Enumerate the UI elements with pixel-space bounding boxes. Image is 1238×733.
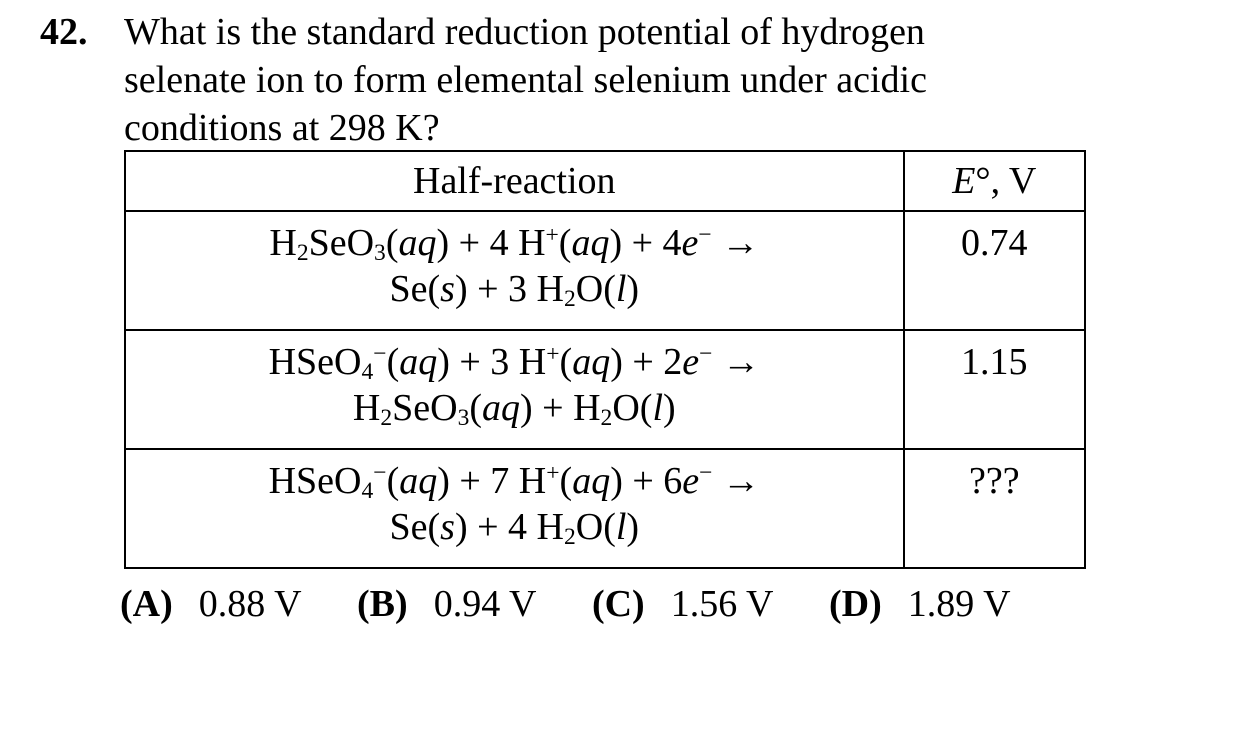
choice-text: 1.89 V xyxy=(907,583,1011,625)
table-row: HSeO4−(aq) + 3 H+(aq) + 2e− → H2SeO3(aq)… xyxy=(124,329,1087,450)
question-stem: What is the standard reduction potential… xyxy=(124,8,1084,152)
choice-b[interactable]: (B) 0.94 V xyxy=(357,580,536,628)
choice-d[interactable]: (D) 1.89 V xyxy=(829,580,1011,628)
choice-letter: (A) xyxy=(120,583,173,625)
products-line: Se(s) + 3 H2O(l) xyxy=(389,268,640,313)
choice-c[interactable]: (C) 1.56 V xyxy=(592,580,774,628)
table-row: H2SeO3(aq) + 4 H+(aq) + 4e− → Se(s) + 3 … xyxy=(124,210,1087,331)
half-reaction-table: Half-reaction E°, V H2SeO3(aq) + 4 H+(aq… xyxy=(124,150,1087,569)
potential-unit: °, V xyxy=(975,160,1037,202)
half-reaction-cell: HSeO4−(aq) + 3 H+(aq) + 2e− → H2SeO3(aq)… xyxy=(124,329,905,450)
question-number: 42. xyxy=(40,11,88,53)
potential-cell: ??? xyxy=(902,448,1087,569)
choice-text: 0.94 V xyxy=(433,583,537,625)
question-line: conditions at 298 K? xyxy=(124,107,440,149)
question-line: selenate ion to form elemental selenium … xyxy=(124,59,927,101)
choice-text: 1.56 V xyxy=(670,583,774,625)
header-potential: E°, V xyxy=(902,150,1087,212)
choice-letter: (B) xyxy=(357,583,408,625)
reactants-line: HSeO4−(aq) + 3 H+(aq) + 2e− → xyxy=(268,341,760,386)
choice-text: 0.88 V xyxy=(198,583,302,625)
answer-choices: (A) 0.88 V (B) 0.94 V (C) 1.56 V (D) 1.89 V xyxy=(120,580,1011,628)
choice-a[interactable]: (A) 0.88 V xyxy=(120,580,302,628)
reactants-line: HSeO4−(aq) + 7 H+(aq) + 6e− → xyxy=(268,460,760,505)
potential-symbol: E xyxy=(952,160,976,202)
potential-cell: 0.74 xyxy=(902,210,1087,331)
potential-cell: 1.15 xyxy=(902,329,1087,450)
question-line: What is the standard reduction potential… xyxy=(124,11,925,53)
table-row: HSeO4−(aq) + 7 H+(aq) + 6e− → Se(s) + 4 … xyxy=(124,448,1087,569)
reactants-line: H2SeO3(aq) + 4 H+(aq) + 4e− → xyxy=(269,222,760,267)
header-half-reaction: Half-reaction xyxy=(124,150,905,212)
half-reaction-cell: HSeO4−(aq) + 7 H+(aq) + 6e− → Se(s) + 4 … xyxy=(124,448,905,569)
choice-letter: (D) xyxy=(828,583,882,625)
half-reaction-cell: H2SeO3(aq) + 4 H+(aq) + 4e− → Se(s) + 3 … xyxy=(124,210,905,331)
products-line: H2SeO3(aq) + H2O(l) xyxy=(352,387,676,432)
products-line: Se(s) + 4 H2O(l) xyxy=(389,506,640,551)
choice-letter: (C) xyxy=(591,583,645,625)
table-header-row: Half-reaction E°, V xyxy=(124,150,1087,212)
